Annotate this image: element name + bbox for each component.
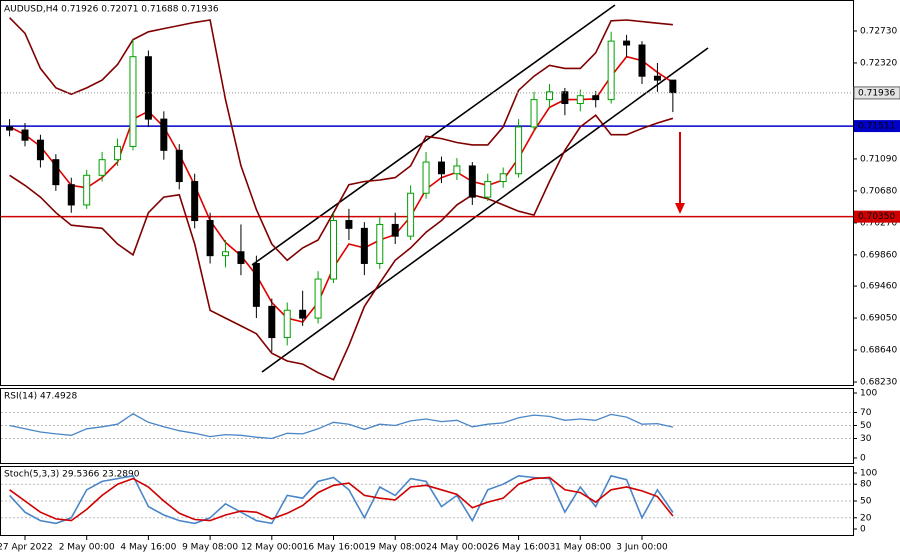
candle-body [592, 95, 600, 101]
candle-body [36, 139, 44, 161]
indicator-line [9, 476, 674, 522]
x-tick-label: 2 May 00:00 [59, 543, 115, 553]
overlay-line [9, 17, 673, 262]
y-tick-label: 100 [860, 389, 877, 399]
candle-body [129, 56, 137, 147]
x-tick-label: 16 May 16:00 [303, 543, 365, 553]
candle-body [468, 165, 476, 198]
candle-body [576, 95, 584, 105]
candle-body [206, 220, 214, 257]
candle-body [144, 56, 152, 120]
candle-body [175, 149, 183, 183]
rsi-title: RSI(14) 47.4928 [4, 392, 77, 402]
candle-body [484, 181, 492, 198]
candle-body [453, 165, 461, 175]
candle-body [515, 126, 523, 175]
candle-body [669, 79, 677, 94]
last-price-tag [853, 86, 900, 100]
candle-body [545, 91, 553, 101]
y-tick-label: 20 [860, 513, 872, 523]
main-title: AUDUSD,H4 0.71926 0.72071 0.71688 0.7193… [4, 5, 219, 15]
candle-body [52, 159, 60, 186]
candle-body [67, 184, 75, 206]
candle-body [530, 99, 538, 128]
candle-body [422, 161, 430, 194]
x-tick-label: 9 May 08:00 [182, 543, 238, 553]
candle-body [314, 278, 322, 319]
arrow-head [675, 203, 685, 214]
down-arrow [675, 132, 685, 214]
y-tick-label: 0 [860, 525, 866, 535]
y-tick-label: 50 [860, 497, 872, 507]
candle-body [653, 75, 661, 81]
x-tick-label: 26 May 16:00 [488, 543, 550, 553]
candle-body [499, 173, 507, 183]
candle-body [252, 262, 260, 307]
y-tick-label: 0.69050 [860, 314, 897, 324]
candle-body [114, 145, 122, 161]
channel-upper [251, 4, 616, 266]
candle-body [21, 129, 29, 141]
y-tick-label: 0.70680 [860, 186, 897, 196]
y-tick-label: 0.69460 [860, 282, 897, 292]
y-tick-label: 80 [860, 480, 872, 490]
candle-body [391, 223, 399, 237]
candle-body [360, 227, 368, 264]
candle-body [330, 220, 337, 280]
candle-body [376, 223, 384, 264]
channel-lower [261, 47, 709, 373]
y-tick-label: 0.68230 [860, 378, 897, 388]
stoch-title: Stoch(5,3,3) 29.5366 23.2890 [4, 470, 140, 480]
x-tick-label: 12 May 00:00 [241, 543, 303, 553]
y-tick-label: 0.72320 [860, 58, 897, 68]
candle-body [407, 192, 415, 237]
candle-body [299, 309, 307, 319]
indicator-line [9, 413, 674, 440]
level-label: 0.71511 [858, 122, 895, 132]
candle-body [268, 305, 276, 339]
candle-body [345, 220, 353, 229]
candle-body [607, 40, 615, 101]
candle-body [6, 126, 14, 131]
y-tick-label: 100 [860, 469, 877, 479]
main-frame [0, 0, 854, 386]
candle-body [638, 44, 646, 77]
y-tick-label: 70 [860, 408, 872, 418]
candle-body [98, 159, 106, 176]
last-price-label: 0.71936 [858, 88, 895, 98]
candle-body [222, 251, 230, 257]
y-tick-label: 30 [860, 434, 872, 444]
y-tick-label: 0.69860 [860, 250, 897, 260]
candle-body [160, 118, 168, 151]
x-tick-label: 31 May 08:00 [549, 543, 611, 553]
x-tick-label: 4 May 16:00 [120, 543, 176, 553]
candle-body [283, 309, 291, 339]
y-tick-label: 0.71090 [860, 154, 897, 164]
trend-channel [251, 4, 709, 373]
candle-body [237, 251, 245, 264]
candle-body [561, 91, 569, 105]
level-tag [854, 120, 900, 133]
candle-body [623, 40, 631, 46]
y-tick-label: 0.70270 [860, 218, 897, 228]
y-tick-label: 50 [860, 421, 872, 431]
y-tick-label: 0.72730 [860, 26, 897, 36]
x-tick-label: 3 Jun 00:00 [616, 543, 668, 553]
candle-body [191, 181, 199, 222]
candle-body [83, 174, 91, 206]
candle-body [437, 161, 445, 175]
x-tick-label: 24 May 00:00 [426, 543, 488, 553]
y-tick-label: 0.68640 [860, 346, 897, 356]
overlay-line [9, 114, 674, 381]
y-tick-label: 0 [860, 454, 866, 464]
level-tag [854, 210, 900, 223]
x-tick-label: 27 Apr 2022 [0, 543, 53, 553]
x-tick-label: 19 May 08:00 [364, 543, 426, 553]
level-label: 0.70350 [858, 212, 895, 222]
